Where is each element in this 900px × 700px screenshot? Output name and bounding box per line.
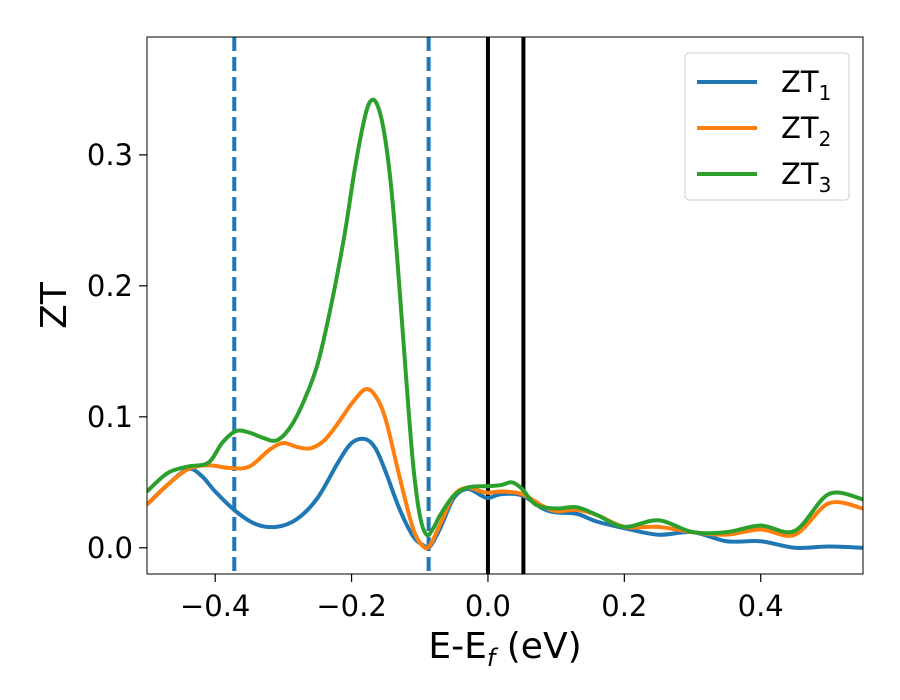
- y-tick-label: 0.3: [87, 138, 133, 172]
- x-tick-label: 0.2: [601, 589, 647, 623]
- y-tick-label: 0.0: [87, 531, 133, 565]
- series-lines: [147, 97, 863, 551]
- legend-label-1: ZT1: [781, 65, 831, 105]
- x-tick-label: 0.4: [738, 589, 784, 623]
- series-line-2: [147, 387, 863, 551]
- x-tick-label: −0.2: [316, 589, 386, 623]
- legend-label-3: ZT3: [781, 157, 831, 197]
- series-line-3: [147, 97, 863, 538]
- x-tick-label: 0.0: [465, 589, 511, 623]
- x-tick-label: −0.4: [180, 589, 250, 623]
- y-axis-label: ZT: [34, 281, 75, 329]
- plot-frame: [146, 36, 864, 575]
- legend-box: [684, 52, 850, 201]
- legend-label-2: ZT2: [781, 111, 831, 151]
- y-axis-ticks: 0.0 0.1 0.2 0.3: [87, 138, 147, 565]
- legend: ZT1 ZT2 ZT3: [684, 52, 850, 201]
- x-axis-ticks: −0.4 −0.2 0.0 0.2 0.4: [180, 574, 784, 623]
- y-tick-label: 0.2: [87, 269, 133, 303]
- x-axis-label: E-Ef (eV): [428, 626, 581, 672]
- y-tick-label: 0.1: [87, 400, 133, 434]
